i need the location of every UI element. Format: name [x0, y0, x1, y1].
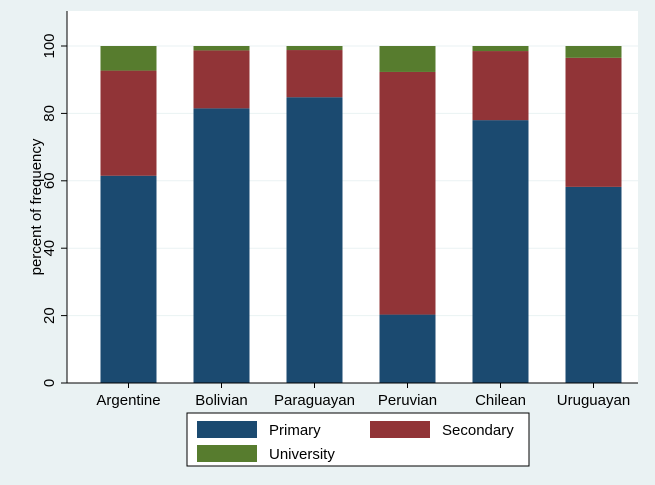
bar-university-paraguayan: [286, 46, 343, 51]
y-tick-label: 0: [41, 379, 58, 387]
x-tick-label: Peruvian: [378, 392, 437, 409]
y-ticks: 0 20 40 60 80 100: [41, 33, 67, 387]
bar-secondary-peruvian: [379, 71, 436, 315]
legend: Primary Secondary University: [186, 412, 530, 467]
bar-primary-argentine: [100, 175, 157, 383]
legend-label-primary: Primary: [269, 422, 321, 439]
bar-primary-uruguayan: [565, 186, 622, 383]
y-tick-label: 80: [41, 105, 58, 122]
x-tick-label: Chilean: [475, 392, 526, 409]
x-tick-label: Argentine: [96, 392, 160, 409]
gridlines: [67, 45, 638, 317]
plot-area: [67, 11, 638, 383]
bar-university-argentine: [100, 46, 157, 71]
bar-primary-peruvian: [379, 314, 436, 383]
bars: [100, 46, 622, 383]
bar-primary-chilean: [472, 120, 529, 383]
bar-secondary-chilean: [472, 51, 529, 121]
y-tick-label: 60: [41, 172, 58, 189]
legend-swatch-primary: [197, 421, 257, 438]
bar-university-peruvian: [379, 46, 436, 72]
y-tick-label: 20: [41, 307, 58, 324]
x-tick-label: Uruguayan: [557, 392, 630, 409]
bar-secondary-argentine: [100, 70, 157, 176]
bar-primary-bolivian: [193, 108, 250, 383]
bar-university-uruguayan: [565, 46, 622, 58]
x-tick-label: Bolivian: [195, 392, 248, 409]
x-tick-label: Paraguayan: [274, 392, 355, 409]
bar-secondary-bolivian: [193, 50, 250, 109]
y-axis-title: percent of frequency: [28, 138, 45, 275]
legend-label-university: University: [269, 446, 335, 463]
bar-primary-paraguayan: [286, 97, 343, 383]
bar-university-chilean: [472, 46, 529, 52]
x-tick-labels: Argentine Bolivian Paraguayan Peruvian Chile…: [96, 383, 630, 409]
bar-university-bolivian: [193, 46, 250, 51]
bar-secondary-paraguayan: [286, 50, 343, 98]
legend-label-secondary: Secondary: [442, 422, 514, 439]
y-tick-label: 100: [41, 33, 58, 58]
legend-swatch-university: [197, 445, 257, 462]
bar-secondary-uruguayan: [565, 57, 622, 187]
legend-swatch-secondary: [370, 421, 430, 438]
axes: [66, 11, 638, 384]
y-tick-label: 40: [41, 240, 58, 257]
